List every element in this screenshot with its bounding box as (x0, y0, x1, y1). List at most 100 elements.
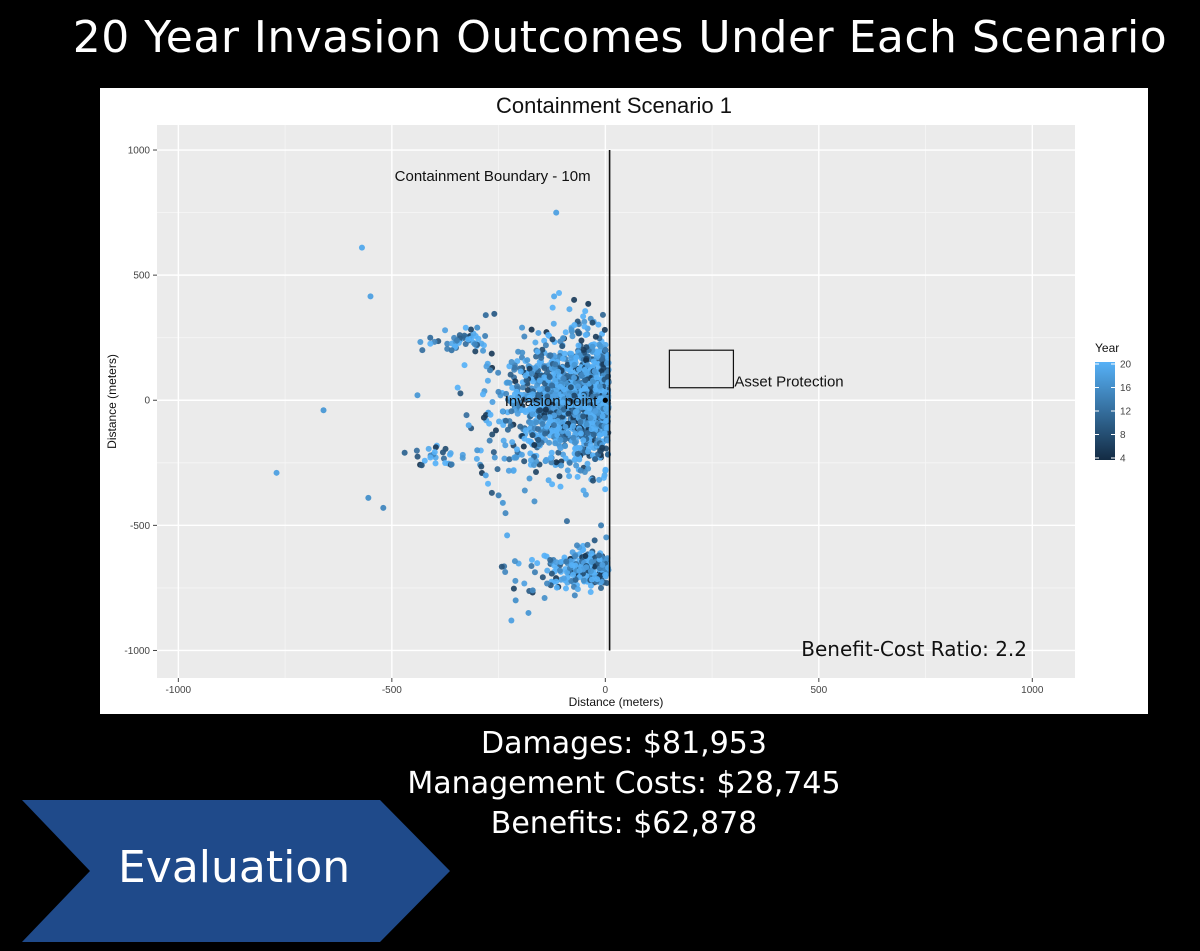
data-point (517, 423, 524, 430)
data-point (542, 406, 549, 413)
data-point (552, 361, 559, 368)
data-point (544, 393, 551, 400)
data-point (442, 460, 449, 467)
data-point (529, 432, 536, 439)
data-point (358, 244, 365, 251)
data-point (583, 564, 590, 571)
y-tick-label: 0 (144, 396, 150, 407)
data-point (489, 398, 496, 405)
data-point (557, 445, 564, 452)
data-point (559, 343, 566, 350)
data-point (365, 494, 372, 501)
data-point (556, 409, 563, 416)
data-point (562, 585, 569, 592)
data-point (543, 456, 550, 463)
data-point (474, 324, 481, 331)
data-point (575, 330, 582, 337)
data-point (500, 437, 507, 444)
data-point (511, 558, 518, 565)
data-point (448, 347, 455, 354)
data-point (472, 348, 479, 355)
data-point (567, 384, 574, 391)
data-point (539, 574, 546, 581)
data-point (539, 420, 546, 427)
data-point (494, 466, 501, 473)
data-point (439, 449, 446, 456)
data-point (565, 393, 572, 400)
data-point (549, 481, 556, 488)
data-point (528, 562, 535, 569)
data-point (491, 310, 498, 317)
data-point (463, 412, 470, 419)
data-point (484, 377, 491, 384)
data-point (553, 578, 560, 585)
data-point (454, 384, 461, 391)
data-point (589, 319, 596, 326)
data-point (488, 350, 495, 357)
data-point (475, 335, 482, 342)
data-point (521, 458, 528, 465)
y-axis-label: Distance (meters) (105, 354, 119, 449)
data-point (592, 333, 599, 340)
data-point (580, 487, 587, 494)
data-point (531, 569, 538, 576)
data-point (529, 378, 536, 385)
data-point (532, 364, 539, 371)
data-point (546, 374, 553, 381)
data-point (592, 456, 599, 463)
data-point (471, 341, 478, 348)
data-point (521, 435, 528, 442)
points-layer (273, 209, 612, 624)
data-point (548, 459, 555, 466)
data-point (602, 346, 609, 353)
data-point (560, 575, 567, 582)
data-point (549, 304, 556, 311)
management-costs-text: Management Costs: $28,745 (407, 766, 841, 801)
data-point (504, 426, 511, 433)
data-point (591, 537, 598, 544)
data-point (582, 308, 589, 315)
y-tick-label: -1000 (124, 646, 150, 657)
data-point (553, 209, 560, 216)
data-point (595, 321, 602, 328)
data-point (580, 413, 587, 420)
data-point (562, 329, 569, 336)
data-point (536, 386, 543, 393)
data-point (566, 306, 573, 313)
data-point (532, 469, 539, 476)
data-point (522, 427, 529, 434)
data-point (524, 387, 531, 394)
data-point (556, 473, 563, 480)
data-point (584, 460, 591, 467)
data-point (544, 567, 551, 574)
data-point (570, 423, 577, 430)
data-point (502, 510, 509, 517)
data-point (572, 409, 579, 416)
data-point (566, 473, 573, 480)
data-point (482, 332, 489, 339)
data-point (571, 374, 578, 381)
data-point (565, 430, 572, 437)
data-point (601, 388, 608, 395)
data-point (502, 442, 509, 449)
data-point (592, 408, 599, 415)
data-point (564, 467, 571, 474)
data-point (550, 422, 557, 429)
data-point (564, 569, 571, 576)
data-point (603, 579, 610, 586)
data-point (550, 393, 557, 400)
data-point (597, 343, 604, 350)
data-point (588, 426, 595, 433)
data-point (557, 483, 564, 490)
data-point (590, 358, 597, 365)
data-point (459, 454, 466, 461)
data-point (490, 449, 497, 456)
data-point (487, 411, 494, 418)
data-point (599, 356, 606, 363)
benefits-text: Benefits: $62,878 (490, 806, 758, 841)
data-point (584, 362, 591, 369)
data-point (518, 451, 525, 458)
data-point (482, 312, 489, 319)
x-tick-label: -1000 (166, 685, 192, 696)
data-point (576, 366, 583, 373)
